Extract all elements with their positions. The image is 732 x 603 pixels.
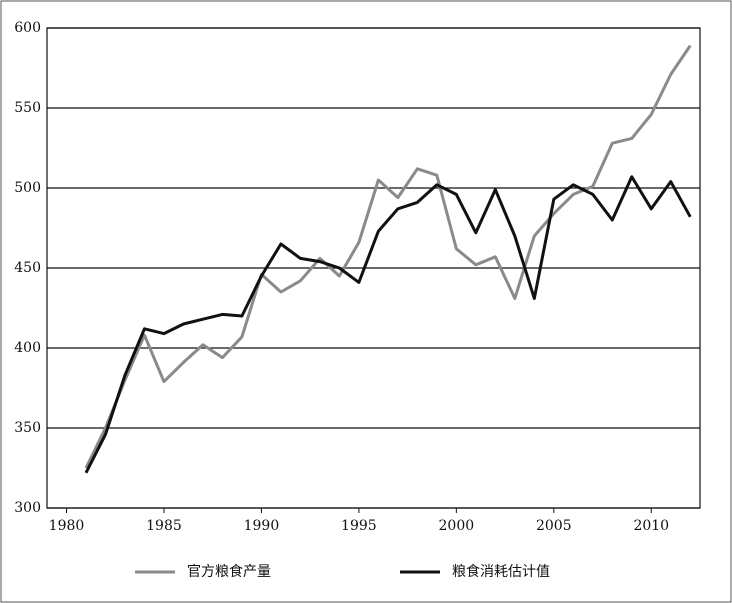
legend-label: 官方粮食产量 — [187, 563, 271, 580]
legend-label: 粮食消耗估计值 — [452, 563, 550, 580]
x-tick-label: 2010 — [633, 518, 669, 534]
y-tick-label: 400 — [14, 340, 41, 356]
y-tick-label: 500 — [14, 180, 41, 196]
x-tick-label: 2005 — [536, 518, 572, 534]
x-tick-label: 1980 — [49, 518, 85, 534]
x-tick-label: 1985 — [146, 518, 182, 534]
y-tick-label: 350 — [14, 420, 41, 436]
y-tick-label: 300 — [14, 500, 41, 516]
y-tick-label: 450 — [14, 260, 41, 276]
y-tick-label: 550 — [14, 100, 41, 116]
series-line — [84, 175, 692, 474]
x-tick-label: 2000 — [439, 518, 475, 534]
x-tick-label: 1990 — [244, 518, 280, 534]
y-tick-label: 600 — [14, 20, 41, 36]
plot-border — [46, 27, 701, 509]
series-line — [84, 44, 692, 469]
x-tick-label: 1995 — [341, 518, 377, 534]
